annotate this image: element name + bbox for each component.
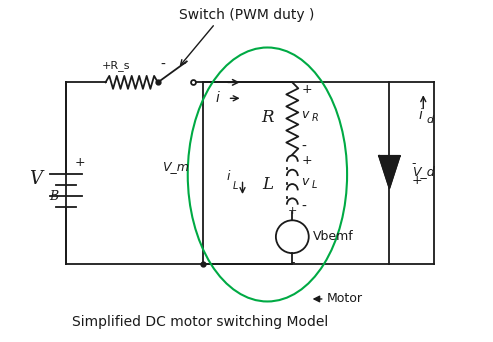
Text: Simplified DC motor switching Model: Simplified DC motor switching Model <box>72 315 328 329</box>
Text: B: B <box>49 190 58 203</box>
Text: +: + <box>74 156 85 169</box>
Text: +: + <box>412 174 423 187</box>
Text: Motor: Motor <box>327 292 363 305</box>
Text: -: - <box>412 157 416 170</box>
Text: L: L <box>311 181 317 190</box>
Text: -: - <box>290 256 294 269</box>
Text: +: + <box>287 206 297 216</box>
Text: v: v <box>301 108 309 121</box>
Text: L: L <box>233 181 238 191</box>
Text: L: L <box>262 176 273 193</box>
Text: d: d <box>427 115 434 125</box>
Polygon shape <box>379 156 400 188</box>
Text: R: R <box>311 113 318 123</box>
Text: V: V <box>30 170 42 188</box>
Text: Switch (PWM duty ): Switch (PWM duty ) <box>179 8 314 22</box>
Text: -: - <box>301 200 306 214</box>
Text: -: - <box>301 140 306 154</box>
Text: V_d: V_d <box>412 166 434 179</box>
Text: +R_s: +R_s <box>102 61 131 71</box>
Text: i: i <box>215 91 219 105</box>
Text: -: - <box>160 57 165 71</box>
Text: +: + <box>301 154 312 167</box>
Text: i: i <box>419 108 422 122</box>
Text: v: v <box>301 175 309 188</box>
Text: i: i <box>227 170 230 183</box>
Text: V_m: V_m <box>162 160 189 173</box>
Text: Vbemf: Vbemf <box>313 230 354 243</box>
Text: +: + <box>301 83 312 96</box>
Text: R: R <box>261 109 274 126</box>
